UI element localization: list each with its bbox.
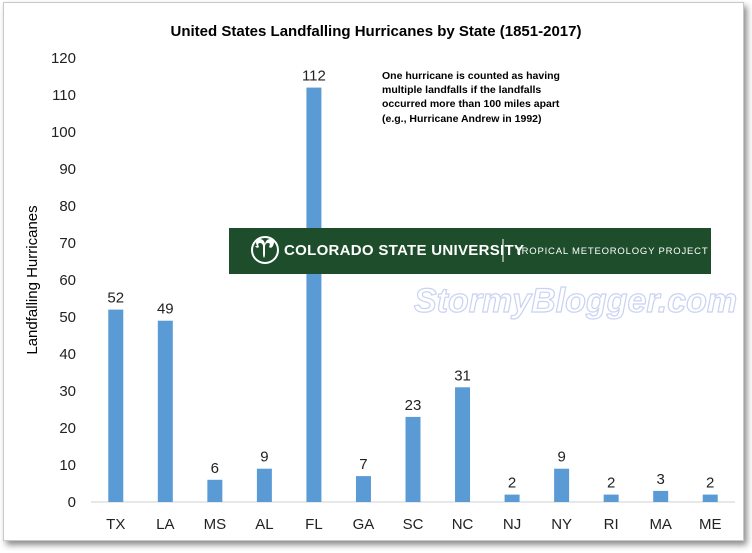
y-axis-label: Landfalling Hurricanes — [24, 205, 41, 354]
csu-banner: COLORADO STATE UNIVERSITY TROPICAL METEO… — [229, 228, 711, 274]
y-tick-label: 110 — [52, 87, 76, 104]
annotation-note: One hurricane is counted as having multi… — [382, 70, 560, 125]
bar-nj — [504, 494, 520, 502]
y-tick-label: 80 — [59, 198, 76, 215]
x-tick-label-al: AL — [255, 516, 273, 533]
banner-background — [229, 228, 711, 274]
bar-sc — [405, 416, 421, 502]
x-tick-label-ri: RI — [604, 516, 619, 533]
data-label-ga: 7 — [359, 456, 367, 473]
bar-ri — [603, 494, 619, 502]
bar-ma — [653, 490, 669, 502]
bars — [108, 87, 718, 502]
y-tick-label: 120 — [51, 50, 76, 67]
y-tick-label: 40 — [59, 346, 76, 363]
data-label-sc: 23 — [405, 397, 422, 414]
x-tick-label-tx: TX — [106, 516, 125, 533]
data-label-nc: 31 — [454, 367, 471, 384]
y-tick-label: 10 — [59, 457, 76, 474]
data-label-ny: 9 — [557, 449, 565, 466]
annotation-line-1: One hurricane is counted as having — [382, 70, 560, 82]
bar-al — [256, 468, 272, 502]
data-label-ri: 2 — [607, 475, 615, 492]
x-tick-label-ny: NY — [551, 516, 572, 533]
bar-ny — [554, 468, 570, 502]
y-tick-label: 20 — [59, 420, 76, 437]
data-label-al: 9 — [260, 449, 268, 466]
chart-title: United States Landfalling Hurricanes by … — [171, 23, 582, 40]
x-tick-label-ma: MA — [649, 516, 672, 533]
bar-me — [702, 494, 718, 502]
y-tick-label: 0 — [68, 494, 76, 511]
y-tick-label: 60 — [59, 272, 76, 289]
x-tick-label-la: LA — [156, 516, 174, 533]
watermark: StormyBlogger.com — [414, 282, 737, 320]
bar-ga — [355, 476, 371, 502]
data-label-ms: 6 — [211, 460, 219, 477]
bar-nc — [455, 387, 471, 502]
banner-subtitle: TROPICAL METEOROLOGY PROJECT — [515, 246, 708, 257]
annotation-line-2: multiple landfalls if the landfalls — [382, 84, 541, 96]
x-tick-label-me: ME — [699, 516, 722, 533]
bar-tx — [108, 309, 124, 502]
data-label-tx: 52 — [107, 290, 124, 307]
data-label-ma: 3 — [657, 471, 665, 488]
x-tick-label-nc: NC — [452, 516, 474, 533]
annotation-line-4: (e.g., Hurricane Andrew in 1992) — [382, 113, 542, 125]
ram-logo-icon — [251, 236, 279, 264]
annotation-line-3: occurred more than 100 miles apart — [382, 98, 560, 110]
y-tick-label: 100 — [51, 124, 76, 141]
y-tick-label: 70 — [59, 235, 76, 252]
bar-fl — [306, 87, 322, 502]
bar-ms — [207, 479, 223, 502]
x-tick-label-fl: FL — [305, 516, 323, 533]
x-tick-label-ms: MS — [204, 516, 227, 533]
data-label-nj: 2 — [508, 475, 516, 492]
data-label-la: 49 — [157, 301, 174, 318]
y-tick-label: 50 — [59, 309, 76, 326]
x-axis-ticks: TX LA MS AL FL GA SC NC NJ NY RI MA ME — [106, 516, 721, 533]
y-tick-label: 30 — [59, 383, 76, 400]
x-tick-label-ga: GA — [353, 516, 375, 533]
y-axis-ticks: 0 10 20 30 40 50 60 70 80 90 100 110 120 — [51, 50, 76, 511]
bar-la — [157, 320, 173, 502]
x-tick-label-nj: NJ — [503, 516, 521, 533]
data-label-me: 2 — [706, 475, 714, 492]
data-label-fl: 112 — [302, 68, 326, 85]
banner-title: COLORADO STATE UNIVERSITY — [284, 242, 524, 259]
y-tick-label: 90 — [59, 161, 76, 178]
x-tick-label-sc: SC — [403, 516, 424, 533]
